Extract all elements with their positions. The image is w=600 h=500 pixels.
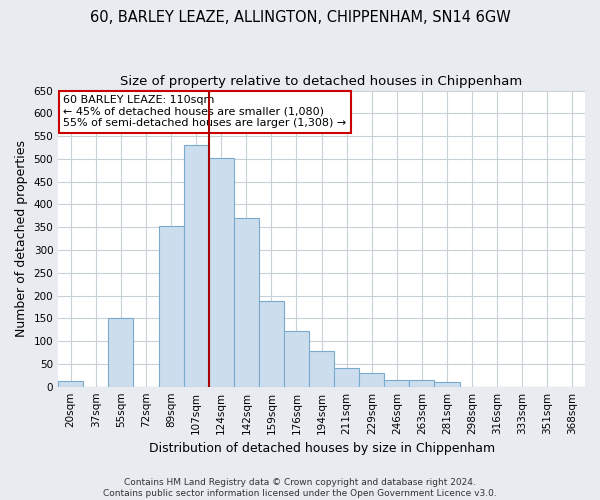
Bar xyxy=(385,380,409,386)
Text: Contains HM Land Registry data © Crown copyright and database right 2024.
Contai: Contains HM Land Registry data © Crown c… xyxy=(103,478,497,498)
Y-axis label: Number of detached properties: Number of detached properties xyxy=(15,140,28,337)
Bar xyxy=(409,380,434,386)
Title: Size of property relative to detached houses in Chippenham: Size of property relative to detached ho… xyxy=(121,75,523,88)
Bar xyxy=(309,351,334,386)
Bar xyxy=(58,381,83,386)
Bar xyxy=(434,382,460,386)
X-axis label: Distribution of detached houses by size in Chippenham: Distribution of detached houses by size … xyxy=(149,442,494,455)
Bar xyxy=(184,145,209,386)
Bar xyxy=(209,158,234,386)
Bar xyxy=(259,301,284,386)
Bar xyxy=(234,218,259,386)
Bar xyxy=(359,373,385,386)
Bar xyxy=(334,368,359,386)
Text: 60 BARLEY LEAZE: 110sqm
← 45% of detached houses are smaller (1,080)
55% of semi: 60 BARLEY LEAZE: 110sqm ← 45% of detache… xyxy=(64,95,347,128)
Bar xyxy=(109,318,133,386)
Bar xyxy=(284,331,309,386)
Text: 60, BARLEY LEAZE, ALLINGTON, CHIPPENHAM, SN14 6GW: 60, BARLEY LEAZE, ALLINGTON, CHIPPENHAM,… xyxy=(89,10,511,25)
Bar xyxy=(158,226,184,386)
